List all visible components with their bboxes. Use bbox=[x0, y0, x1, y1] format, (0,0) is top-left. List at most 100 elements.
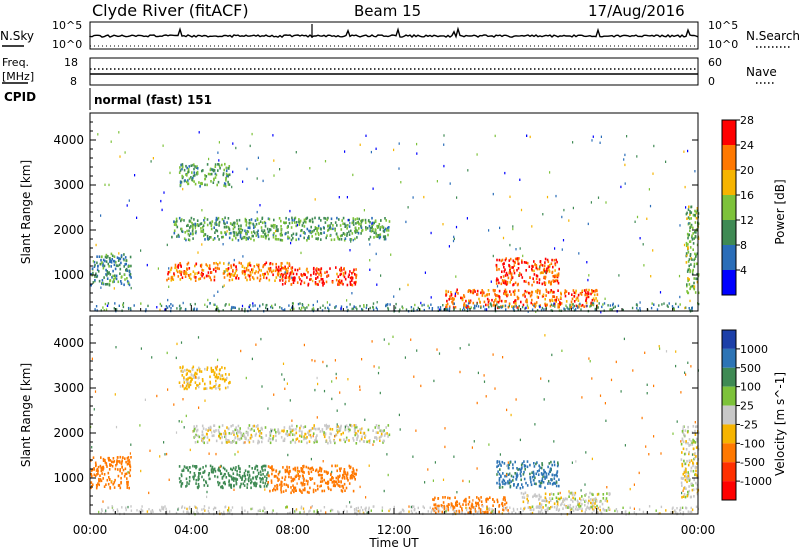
ground-scatter-cell bbox=[238, 308, 239, 310]
noise-cell bbox=[291, 420, 292, 422]
scatter-cell bbox=[268, 238, 270, 241]
ground-scatter-cell bbox=[366, 304, 367, 306]
scatter-cell bbox=[556, 472, 558, 475]
scatter-cell bbox=[557, 461, 559, 464]
scatter-cell bbox=[188, 230, 190, 233]
colorbar-segment bbox=[722, 330, 736, 349]
ground-scatter-cell bbox=[669, 302, 670, 304]
scatter-cell bbox=[542, 272, 544, 275]
scatter-cell bbox=[222, 477, 224, 480]
noise-cell bbox=[331, 380, 332, 382]
scatter-cell bbox=[317, 485, 319, 488]
ground-scatter-cell bbox=[128, 307, 129, 309]
noise-cell bbox=[410, 339, 411, 341]
ground-scatter-cell bbox=[653, 303, 654, 305]
scatter-cell bbox=[586, 297, 588, 300]
scatter-cell bbox=[207, 436, 209, 439]
scatter-cell bbox=[503, 262, 505, 265]
scatter-cell bbox=[226, 226, 228, 229]
scatter-cell bbox=[341, 238, 343, 241]
scatter-cell bbox=[344, 483, 346, 486]
scatter-cell bbox=[228, 373, 230, 376]
scatter-cell bbox=[356, 236, 358, 239]
scatter-cell bbox=[348, 273, 350, 276]
scatter-cell bbox=[556, 481, 558, 484]
scatter-cell bbox=[300, 283, 302, 286]
scatter-cell bbox=[503, 275, 505, 278]
ground-scatter-cell bbox=[406, 308, 407, 310]
scatter-cell bbox=[318, 268, 320, 271]
scatter-cell bbox=[355, 473, 357, 476]
scatter-cell bbox=[694, 452, 696, 455]
ground-scatter-cell bbox=[114, 307, 115, 309]
scatter-cell bbox=[331, 478, 333, 481]
scatter-cell bbox=[95, 465, 97, 468]
scatter-cell bbox=[187, 263, 189, 266]
scatter-cell bbox=[282, 274, 284, 277]
scatter-cell bbox=[687, 270, 689, 273]
scatter-cell bbox=[513, 476, 515, 479]
scatter-cell bbox=[465, 300, 467, 303]
scatter-cell bbox=[473, 302, 475, 305]
scatter-cell bbox=[260, 473, 262, 476]
scatter-cell bbox=[284, 478, 286, 481]
scatter-cell bbox=[277, 488, 279, 491]
scatter-cell bbox=[231, 486, 233, 489]
scatter-cell bbox=[498, 511, 500, 514]
noise-cell bbox=[217, 365, 218, 367]
noise-cell bbox=[255, 344, 256, 346]
noise-cell bbox=[443, 165, 444, 167]
scatter-cell bbox=[281, 436, 283, 439]
scatter-cell bbox=[222, 487, 224, 490]
scatter-cell bbox=[573, 289, 575, 292]
ground-scatter-cell bbox=[106, 308, 107, 310]
noise-cell bbox=[283, 363, 284, 365]
scatter-cell bbox=[306, 436, 308, 439]
scatter-cell bbox=[572, 492, 574, 495]
scatter-cell bbox=[536, 278, 538, 281]
scatter-cell bbox=[696, 438, 698, 441]
scatter-cell bbox=[180, 385, 182, 388]
ground-scatter-cell bbox=[365, 507, 366, 509]
scatter-cell bbox=[336, 477, 338, 480]
scatter-cell bbox=[288, 280, 290, 283]
scatter-cell bbox=[538, 469, 540, 472]
ground-scatter-cell bbox=[107, 305, 108, 307]
scatter-cell bbox=[358, 218, 360, 221]
noise-cell bbox=[127, 471, 128, 473]
scatter-cell bbox=[200, 230, 202, 233]
scatter-cell bbox=[299, 427, 301, 430]
scatter-cell bbox=[548, 501, 550, 504]
scatter-cell bbox=[386, 432, 388, 435]
scatter-cell bbox=[685, 440, 687, 443]
scatter-cell bbox=[209, 173, 211, 176]
scatter-cell bbox=[275, 270, 277, 273]
scatter-cell bbox=[468, 289, 470, 292]
scatter-cell bbox=[278, 270, 280, 273]
scatter-cell bbox=[345, 278, 347, 281]
scatter-cell bbox=[224, 223, 226, 226]
scatter-cell bbox=[211, 228, 213, 231]
ground-scatter-cell bbox=[591, 506, 592, 508]
scatter-cell bbox=[191, 178, 193, 181]
scatter-cell bbox=[532, 291, 534, 294]
scatter-cell bbox=[300, 235, 302, 238]
scatter-cell bbox=[112, 270, 114, 273]
scatter-cell bbox=[196, 425, 198, 428]
scatter-cell bbox=[243, 442, 245, 445]
scatter-cell bbox=[532, 265, 534, 268]
scatter-cell bbox=[572, 497, 574, 500]
scatter-cell bbox=[189, 466, 191, 469]
scatter-cell bbox=[275, 439, 277, 442]
scatter-cell bbox=[251, 231, 253, 234]
scatter-cell bbox=[121, 466, 123, 469]
scatter-cell bbox=[329, 224, 331, 227]
noise-cell bbox=[653, 385, 654, 387]
scatter-cell bbox=[353, 223, 355, 226]
scatter-cell bbox=[372, 228, 374, 231]
noise-cell bbox=[588, 274, 589, 276]
scatter-cell bbox=[110, 459, 112, 462]
scatter-cell bbox=[195, 223, 197, 226]
scatter-cell bbox=[589, 492, 591, 495]
scatter-cell bbox=[93, 281, 95, 284]
